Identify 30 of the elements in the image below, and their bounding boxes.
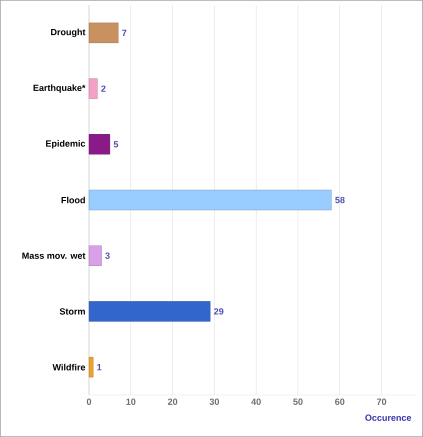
y-tick-label: Earthquake* — [34, 84, 86, 93]
y-tick-label: Drought — [51, 28, 86, 38]
bar — [88, 190, 332, 210]
x-tick-label: 30 — [210, 398, 220, 405]
data-label: 5 — [114, 141, 118, 148]
y-tick-label: Wildfire — [52, 364, 86, 370]
bar — [88, 301, 210, 322]
bar — [88, 134, 110, 154]
bar — [88, 78, 98, 99]
bar — [88, 246, 102, 266]
y-tick-label: Storm — [60, 308, 85, 315]
x-axis-title: Occurence — [365, 414, 412, 421]
y-tick-label: Epidemic — [46, 140, 86, 148]
x-tick-label: 60 — [335, 398, 344, 405]
y-tick-label: Mass mov. wet — [22, 252, 86, 259]
data-label: 1 — [97, 364, 102, 370]
data-label: 29 — [214, 308, 224, 315]
x-tick-label: 70 — [376, 398, 386, 405]
bar — [88, 22, 118, 44]
y-tick-label: Flood — [62, 196, 85, 204]
data-label: 3 — [105, 252, 110, 259]
x-tick-label: 10 — [126, 398, 136, 405]
data-label: 2 — [101, 85, 106, 92]
data-label: 58 — [335, 196, 345, 204]
bar — [88, 356, 94, 378]
x-tick-label: 20 — [168, 398, 178, 405]
x-tick-label: 0 — [86, 398, 92, 405]
data-label: 7 — [122, 30, 126, 36]
x-tick-label: 40 — [251, 398, 261, 405]
x-tick-label: 50 — [293, 398, 303, 405]
